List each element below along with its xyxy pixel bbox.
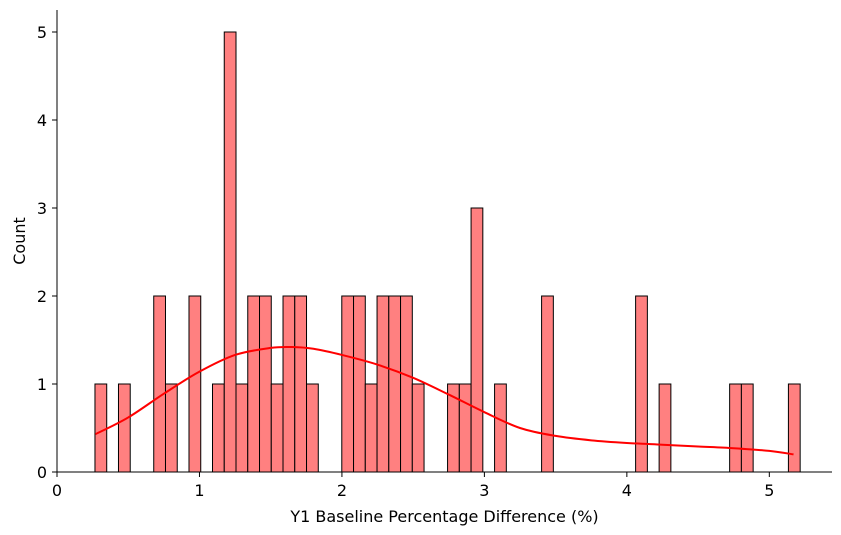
histogram-bar <box>153 295 166 473</box>
y-axis-title: Count <box>10 217 29 265</box>
histogram-bar <box>282 295 296 473</box>
x-tick-label: 4 <box>622 481 632 500</box>
histogram-bar <box>306 383 319 473</box>
histogram-bar <box>458 383 472 473</box>
histogram-bar <box>247 295 261 473</box>
histogram-bar <box>259 295 272 473</box>
histogram-bar <box>223 31 237 473</box>
histogram-bar <box>635 295 648 473</box>
y-tick-label: 1 <box>37 375 47 394</box>
x-tick-label: 1 <box>194 481 204 500</box>
y-tick-label: 0 <box>37 463 47 482</box>
histogram-bar <box>235 383 249 473</box>
histogram-bar <box>400 295 413 473</box>
y-tick-label: 3 <box>37 199 47 218</box>
histogram-bar <box>494 383 507 473</box>
x-tick-label: 0 <box>52 481 62 500</box>
y-tick-label: 5 <box>37 23 47 42</box>
y-axis-ticks: 0 1 2 3 4 5 <box>37 23 57 482</box>
histogram-bar <box>541 295 554 473</box>
histogram-bar <box>740 383 754 473</box>
histogram-bars <box>94 31 801 473</box>
histogram-bar <box>188 295 202 473</box>
histogram-bar <box>388 295 402 473</box>
x-tick-label: 3 <box>479 481 489 500</box>
x-tick-label: 5 <box>764 481 774 500</box>
x-tick-label: 2 <box>337 481 347 500</box>
histogram-bar <box>94 383 108 473</box>
histogram-bar <box>411 383 425 473</box>
x-axis-ticks: 0 1 2 3 4 5 <box>52 472 774 500</box>
y-tick-label: 4 <box>37 111 47 130</box>
histogram-bar <box>787 383 801 473</box>
histogram-bar <box>164 383 178 473</box>
histogram-bar <box>353 295 366 473</box>
histogram-bar <box>270 383 284 473</box>
histogram-bar <box>117 383 131 473</box>
x-axis-title: Y1 Baseline Percentage Difference (%) <box>289 507 598 526</box>
histogram-bar <box>364 383 378 473</box>
histogram-bar <box>211 383 225 473</box>
histogram-bar <box>341 295 355 473</box>
histogram-bar <box>470 207 484 473</box>
histogram-bar <box>376 295 390 473</box>
histogram-bar <box>294 295 308 473</box>
kde-curve <box>95 345 794 456</box>
histogram-bar <box>729 383 742 473</box>
histogram-bar <box>658 383 672 473</box>
y-tick-label: 2 <box>37 287 47 306</box>
